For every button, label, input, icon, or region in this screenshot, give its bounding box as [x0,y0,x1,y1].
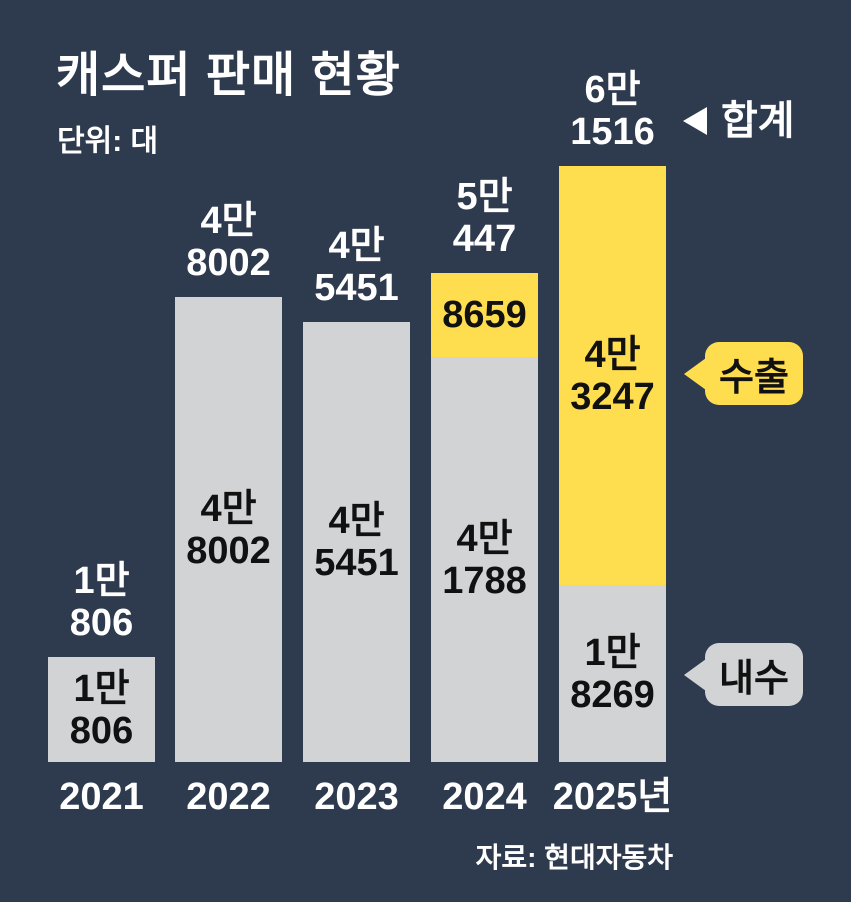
bar-total-label-line: 1516 [570,111,655,153]
bar-segment-domestic: 1만 8269 [559,585,666,762]
bubble-tail-icon [684,358,706,390]
bar-segment-export: 4만 3247 [559,166,666,585]
domestic-value-line: 1만 [73,667,130,710]
domestic-value-line: 4만 [456,517,513,560]
export-value-line: 4만 [584,333,641,376]
bar-total-label: 6만 1516 [533,69,693,153]
axis-year-label: 2025년 [552,776,673,818]
bar-segment-domestic: 4만 8002 [175,297,282,762]
domestic-value-line: 8269 [570,673,655,716]
export-callout-label: 수출 [719,357,789,399]
export-callout-bubble: 수출 [684,342,803,405]
axis-year-label: 2022 [186,776,271,818]
bar-segment-domestic: 1만 806 [48,657,155,762]
bar-segment-domestic: 4만 5451 [303,322,410,762]
bar-total-label-line: 5451 [314,267,399,309]
chart-unit-label: 단위: 대 [57,125,159,158]
bar-total-label-line: 447 [452,218,517,260]
domestic-value-label: 1만 8269 [570,632,655,716]
axis-year-label: 2024 [442,776,527,818]
bubble-tail-icon [684,659,706,691]
bar-total-label: 4만 8002 [149,200,309,284]
total-callout: 합계 [683,100,795,142]
bar-total-label-line: 4만 [200,200,257,242]
domestic-value-line: 1788 [442,559,527,602]
bar-total-label: 5만 447 [405,176,565,260]
domestic-value-label: 4만 8002 [186,488,271,572]
bar-total-label-line: 5만 [456,176,513,218]
bar-total-label-line: 8002 [186,242,271,284]
bar-total-label-line: 6만 [584,69,641,111]
total-callout-label: 합계 [721,99,795,143]
export-value-line: 8659 [442,294,527,336]
bar-total-label-line: 4만 [328,225,385,267]
export-value-label: 8659 [442,294,527,336]
domestic-value-line: 4만 [328,500,385,542]
bar-total-label-line: 806 [69,602,134,644]
domestic-callout-bubble: 내수 [684,643,803,706]
domestic-value-label: 4만 1788 [442,518,527,602]
axis-year-label: 2021 [59,776,144,818]
chart-title: 캐스퍼 판매 현황 [56,49,401,102]
bar-total-label: 4만 5451 [277,225,437,309]
source-label: 자료: 현대자동차 [475,842,673,873]
bar-total-label-line: 1만 [73,560,130,602]
domestic-callout-label: 내수 [719,658,789,700]
domestic-value-line: 806 [69,709,134,752]
bar-segment-domestic: 4만 1788 [431,357,538,762]
axis-year-label: 2023 [314,776,399,818]
domestic-value-line: 4만 [200,487,257,530]
left-triangle-icon [683,107,707,135]
bar-segment-export: 8659 [431,273,538,357]
bar-total-label: 1만 806 [22,560,182,644]
domestic-value-line: 8002 [186,529,271,572]
domestic-value-line: 1만 [584,631,641,674]
export-value-line: 3247 [570,375,655,418]
domestic-value-line: 5451 [314,542,399,584]
domestic-value-label: 1만 806 [70,668,133,752]
export-value-label: 4만 3247 [570,334,655,418]
domestic-value-label: 4만 5451 [314,500,399,584]
